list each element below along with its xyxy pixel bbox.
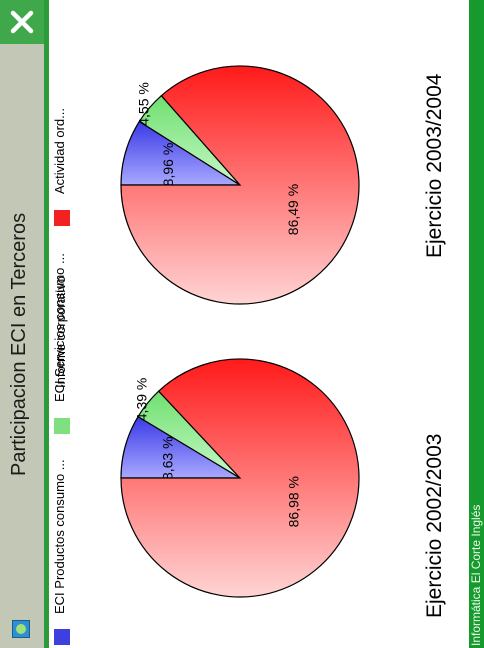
footer-text: Informática El Corte Inglés bbox=[469, 504, 483, 646]
pie-chart-2003-2004: 8,96 % 4,55 % 86,49 % bbox=[120, 65, 360, 305]
title-accent-bar bbox=[44, 0, 49, 648]
slice-actividad bbox=[120, 358, 360, 598]
close-button[interactable] bbox=[0, 0, 44, 44]
slice-label-actividad: 86,49 % bbox=[285, 184, 301, 235]
footer-bar bbox=[469, 0, 484, 648]
close-icon bbox=[10, 10, 34, 34]
slice-actividad bbox=[120, 65, 360, 305]
slice-label-productos: 8,96 % bbox=[160, 143, 176, 187]
legend-swatch-actividad bbox=[54, 210, 70, 226]
slice-label-productos: 8,63 % bbox=[160, 436, 176, 480]
chart-title-2002-2003: Ejercicio 2002/2003 bbox=[423, 433, 446, 618]
pie-chart-2002-2003: 8,63 % 4,39 % 86,98 % bbox=[120, 358, 360, 598]
slice-label-actividad: 86,98 % bbox=[285, 476, 301, 527]
legend-swatch-productos bbox=[54, 629, 70, 645]
app-icon bbox=[12, 620, 30, 638]
legend-swatch-servicios bbox=[54, 418, 70, 434]
slice-label-servicios: 4,55 % bbox=[136, 82, 152, 126]
slice-label-servicios: 4,39 % bbox=[134, 378, 150, 422]
chart-title-2003-2004: Ejercicio 2003/2004 bbox=[423, 73, 446, 258]
